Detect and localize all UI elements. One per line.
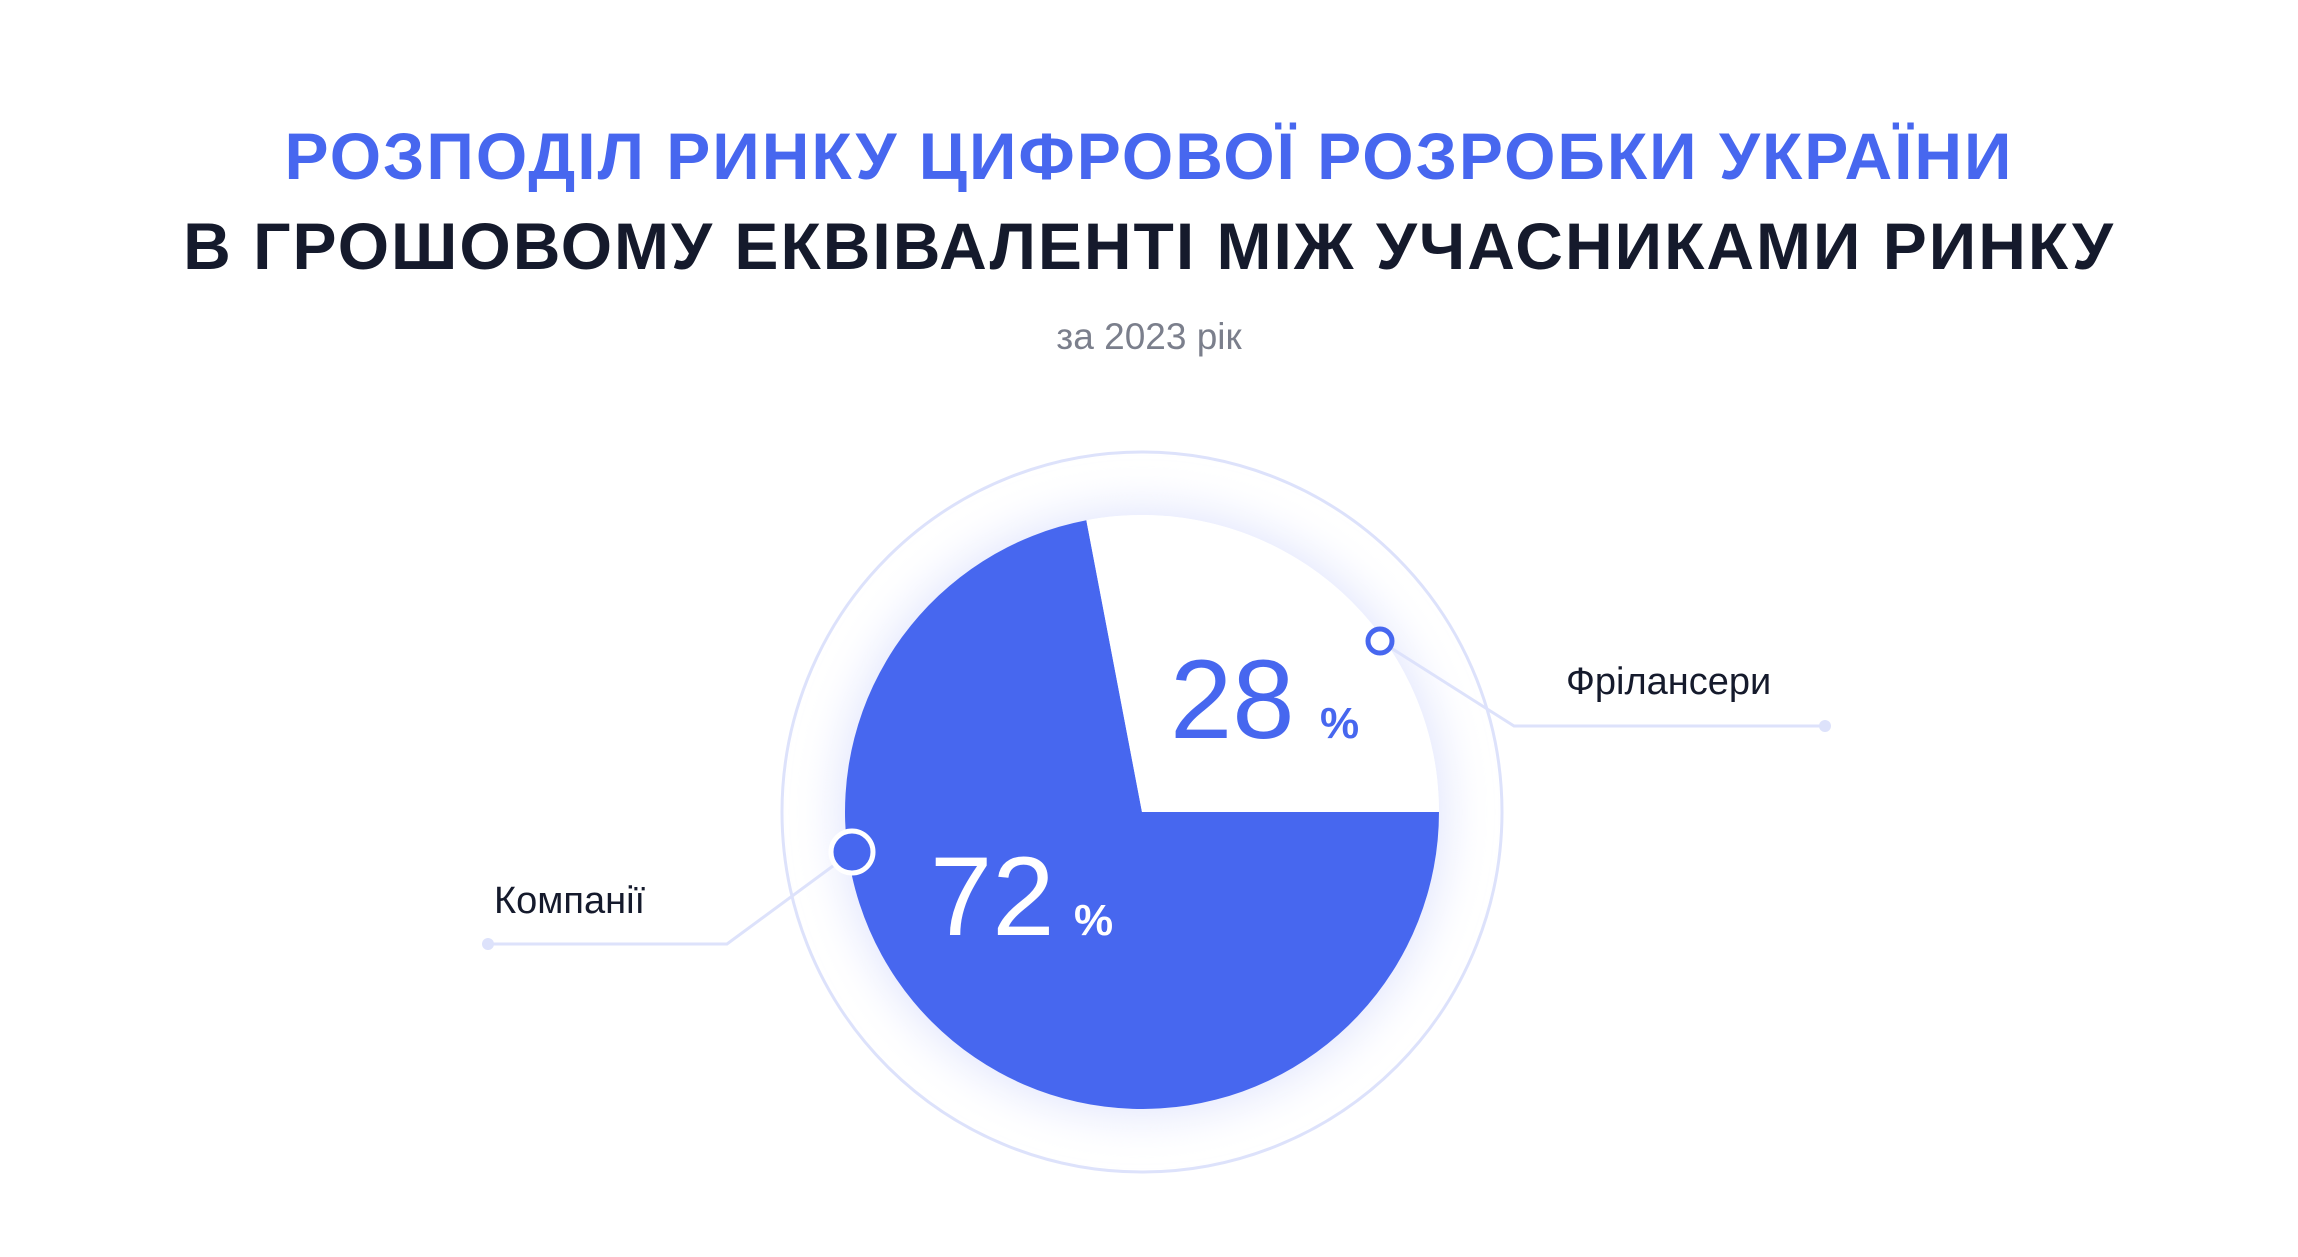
pie-slice-companies [844,520,1439,1110]
legend-label-companies: Компанії [494,880,646,922]
freelancers-leader-line [1379,639,1825,728]
unit-label-companies: % [1074,896,1113,945]
chart-title-line1: РОЗПОДІЛ РИНКУ ЦИФРОВОЇ РОЗРОБКИ УКРАЇНИ [284,119,2014,193]
chart-subtitle: за 2023 рік [1056,316,1242,357]
chart-title-line2: В ГРОШОВОМУ ЕКВІВАЛЕНТІ МІЖ УЧАСНИКАМИ Р… [183,209,2115,283]
freelancers-leader-dot [1819,720,1831,732]
value-label-companies: 72 [930,834,1055,959]
legend-label-freelancers: Фрілансери [1566,661,1771,703]
unit-label-freelancers: % [1320,699,1359,748]
companies-marker [828,828,876,876]
companies-leader-line [488,850,853,946]
pie-slice-freelancers [1086,515,1439,812]
value-label-freelancers: 28 [1170,637,1295,762]
freelancers-marker [1365,626,1395,656]
companies-leader-dot [482,938,494,950]
